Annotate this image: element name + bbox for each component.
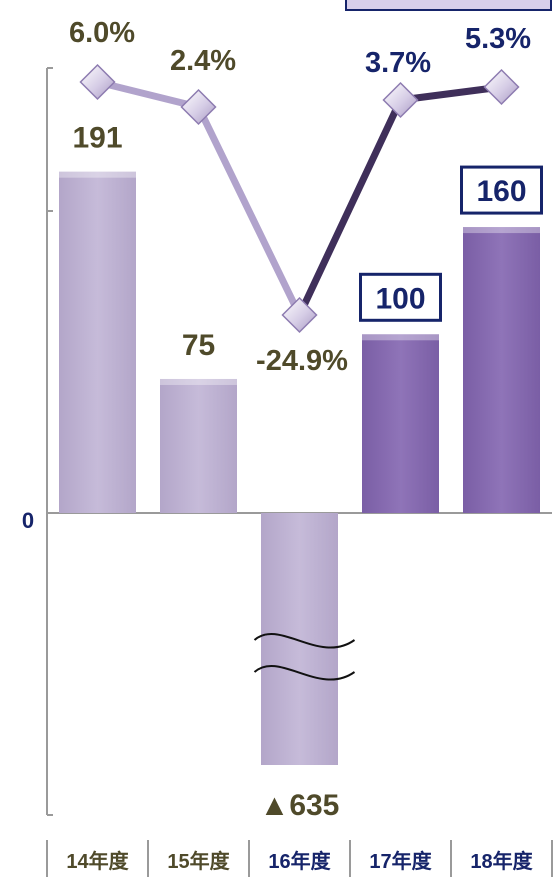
- bar-label: 100: [375, 282, 425, 315]
- line-segment: [296, 96, 404, 319]
- category-label: 16年度: [268, 849, 331, 873]
- category-label: 18年度: [470, 849, 533, 873]
- line-label: -24.9%: [256, 345, 348, 377]
- legend-fragment: [345, 0, 552, 11]
- bar-18年度: [463, 227, 540, 513]
- line-label: 3.7%: [365, 47, 431, 79]
- line-labels: 6.0% 2.4% -24.9% 3.7% 5.3%: [69, 17, 531, 377]
- line-segment: [195, 103, 303, 319]
- bar-label: 75: [182, 329, 215, 362]
- line-point: [382, 81, 419, 119]
- bar-highlight: [160, 378, 237, 385]
- line-segment: [94, 78, 202, 111]
- bar-highlight: [463, 227, 540, 234]
- bar-highlight: [59, 171, 136, 178]
- line-label: 6.0%: [69, 17, 135, 49]
- zero-label: 0: [22, 508, 34, 533]
- bar-16年度: [261, 513, 338, 765]
- category-axis: 14年度 15年度 16年度 17年度 18年度: [46, 840, 553, 877]
- axis-break-mark: [253, 665, 356, 681]
- line-label: 5.3%: [465, 23, 531, 55]
- bar-label: 191: [72, 122, 122, 155]
- category-label: 17年度: [369, 849, 432, 873]
- bar-label: 160: [476, 175, 526, 208]
- line-point: [281, 296, 318, 334]
- bar-labels: 191 75 ▲635 100 160: [72, 122, 543, 822]
- growth-line: [79, 63, 520, 334]
- category-label: 15年度: [167, 849, 230, 873]
- axis-break-mark: [253, 633, 356, 649]
- bar-highlight: [362, 334, 439, 341]
- bar-label-box: [359, 272, 442, 322]
- bars: [59, 171, 540, 765]
- line-point: [79, 63, 116, 101]
- bar-label: ▲635: [260, 789, 340, 822]
- category-label: 14年度: [66, 849, 129, 873]
- bar-15年度: [160, 378, 237, 513]
- bar-label-box: [460, 165, 543, 215]
- line-label: 2.4%: [170, 45, 236, 77]
- bar-14年度: [59, 171, 136, 514]
- line-segment: [397, 83, 505, 104]
- line-point: [483, 68, 520, 106]
- bar-17年度: [362, 334, 439, 513]
- line-point: [180, 88, 217, 126]
